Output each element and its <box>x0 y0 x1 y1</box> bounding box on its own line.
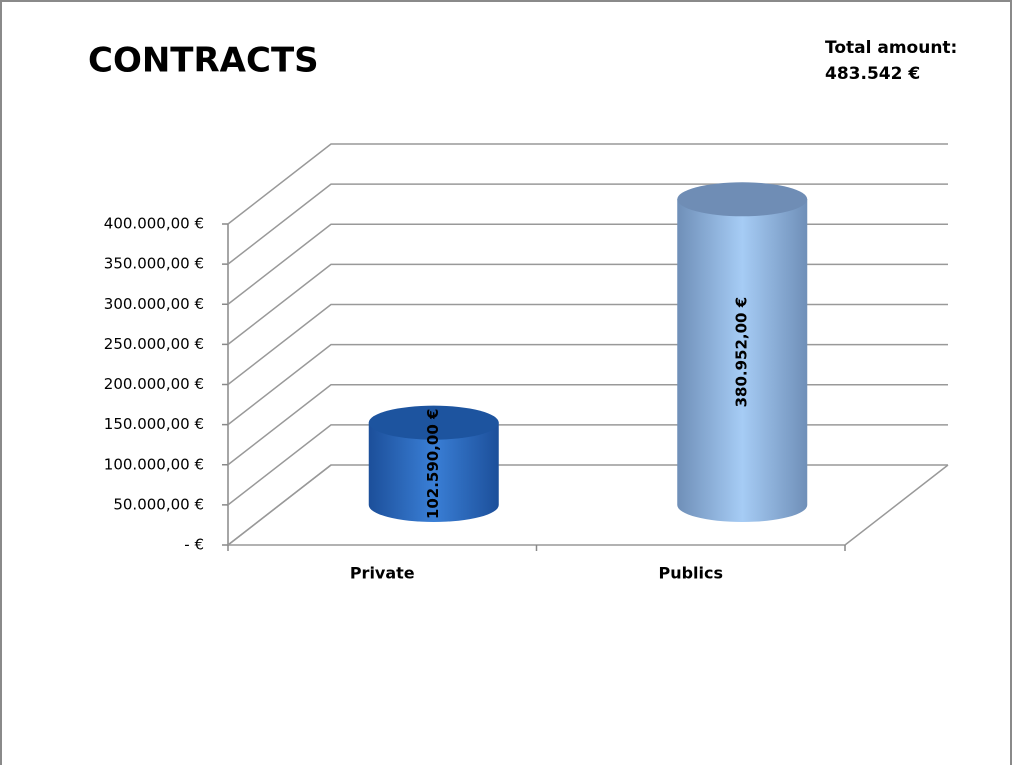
annotation: Total amount: <box>825 38 957 58</box>
y-tick-label: 200.000,00 € <box>104 375 204 393</box>
y-tick-label: 250.000,00 € <box>104 335 204 353</box>
y-tick-label: 100.000,00 € <box>104 455 204 473</box>
y-tick-label: 400.000,00 € <box>104 215 204 233</box>
y-tick-label: 350.000,00 € <box>104 255 204 273</box>
cylinder-top <box>368 405 499 440</box>
y-tick-label: 300.000,00 € <box>104 295 204 313</box>
value-label: 380.952,00 € <box>733 297 751 408</box>
y-tick-label: 50.000,00 € <box>113 495 204 513</box>
x-tick-label: Publics <box>658 564 723 583</box>
cylinder <box>677 182 808 523</box>
cylinder-body <box>368 422 499 522</box>
y-tick-label: 150.000,00 € <box>104 415 204 433</box>
cylinder-top <box>677 182 808 217</box>
cylinder-body <box>677 199 808 523</box>
cylinder <box>368 405 499 522</box>
grid-line <box>227 143 948 225</box>
chart-title: CONTRACTS <box>88 41 319 81</box>
value-label: 102.590,00 € <box>424 409 442 520</box>
x-tick-label: Private <box>350 564 415 583</box>
y-tick-label: - € <box>184 536 204 554</box>
annotation: 483.542 € <box>825 64 920 84</box>
